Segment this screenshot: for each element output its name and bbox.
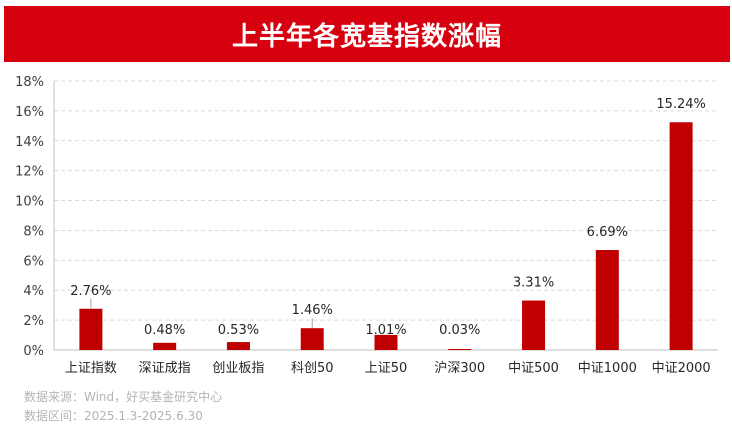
chart-title: 上半年各宽基指数涨幅 bbox=[231, 21, 502, 52]
bar bbox=[669, 122, 693, 350]
data-source-note: 数据来源：Wind，好买基金研究中心 bbox=[24, 390, 223, 404]
x-category-label: 中证2000 bbox=[652, 361, 711, 376]
x-category-label: 上证50 bbox=[365, 361, 408, 376]
y-tick-label: 8% bbox=[23, 224, 44, 239]
y-tick-label: 18% bbox=[15, 75, 44, 90]
chart-title-bar: 上半年各宽基指数涨幅 bbox=[4, 6, 730, 62]
y-tick-label: 6% bbox=[23, 254, 44, 269]
data-label: 0.03% bbox=[439, 323, 480, 338]
bar bbox=[522, 300, 546, 350]
bar bbox=[374, 334, 398, 350]
bar bbox=[595, 250, 619, 350]
y-tick-label: 2% bbox=[23, 314, 44, 329]
x-category-label: 科创50 bbox=[291, 361, 334, 376]
data-label: 3.31% bbox=[513, 276, 554, 291]
y-tick-label: 12% bbox=[15, 165, 44, 180]
bar bbox=[79, 308, 103, 350]
x-category-label: 中证500 bbox=[508, 361, 559, 376]
x-category-label: 中证1000 bbox=[578, 361, 637, 376]
y-tick-label: 10% bbox=[15, 195, 44, 210]
y-tick-label: 0% bbox=[23, 344, 44, 359]
x-category-label: 沪深300 bbox=[434, 360, 485, 376]
data-label: 0.53% bbox=[218, 323, 259, 338]
bar bbox=[448, 349, 472, 350]
y-tick-label: 4% bbox=[23, 284, 44, 299]
data-label: 1.01% bbox=[365, 323, 406, 338]
data-label: 1.46% bbox=[292, 303, 333, 318]
chart-footer: 数据来源：Wind，好买基金研究中心 数据区间：2025.1.3-2025.6.… bbox=[24, 388, 222, 426]
data-label: 15.24% bbox=[656, 97, 706, 112]
y-tick-label: 16% bbox=[15, 105, 44, 120]
x-category-label: 创业板指 bbox=[212, 361, 264, 376]
x-category-label: 上证指数 bbox=[65, 361, 117, 376]
data-period-note: 数据区间：2025.1.3-2025.6.30 bbox=[24, 409, 203, 423]
y-tick-label: 14% bbox=[15, 135, 44, 150]
data-label: 2.76% bbox=[70, 284, 111, 299]
x-category-label: 深证成指 bbox=[139, 361, 191, 376]
bar bbox=[153, 342, 177, 350]
data-label: 0.48% bbox=[144, 323, 185, 338]
bar bbox=[300, 328, 324, 350]
data-label: 6.69% bbox=[587, 225, 628, 240]
bar bbox=[226, 342, 250, 350]
